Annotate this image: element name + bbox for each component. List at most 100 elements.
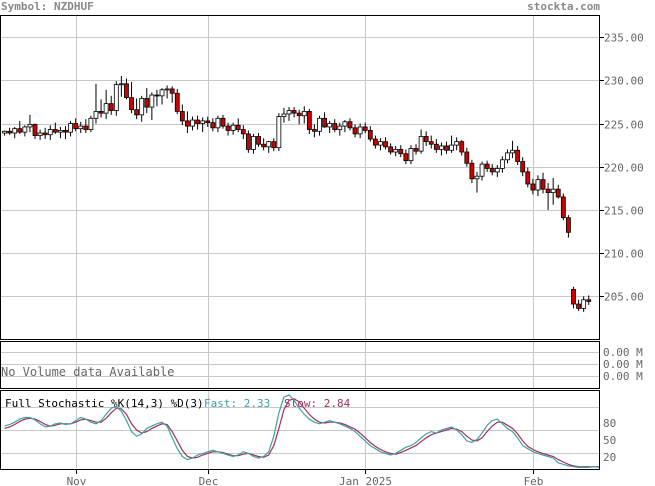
candle [159, 88, 165, 105]
candle [474, 171, 480, 193]
candle [58, 126, 63, 139]
candle [195, 115, 200, 130]
candle-body [378, 141, 383, 146]
candle [98, 99, 104, 118]
candle-body [225, 125, 231, 131]
candle [449, 135, 454, 153]
candle [479, 161, 485, 181]
candle-body [93, 111, 99, 119]
candle-body [347, 121, 353, 129]
candle [27, 114, 33, 133]
candle-body [342, 121, 348, 127]
candle-body [312, 129, 317, 132]
candle [88, 115, 94, 133]
candle [149, 92, 155, 121]
candle [139, 95, 145, 122]
candle [73, 118, 79, 132]
candle-body [291, 110, 297, 114]
candle [32, 123, 38, 140]
candle-body [63, 130, 68, 133]
candle [118, 75, 124, 97]
candle-body [520, 161, 526, 173]
candle [423, 131, 429, 146]
candle-body [205, 120, 211, 124]
candle-body [88, 117, 94, 130]
candle-body [164, 88, 170, 91]
candle [555, 184, 561, 199]
candle [276, 113, 282, 152]
candle-body [418, 136, 424, 152]
candle-body [7, 130, 13, 134]
candle [271, 138, 277, 152]
volume-grid [1, 341, 599, 389]
candle [520, 157, 526, 177]
candle-body [37, 132, 43, 136]
candle [484, 160, 490, 172]
candle [444, 141, 449, 154]
candle [296, 109, 302, 125]
candle-body [235, 124, 241, 130]
candle [261, 138, 267, 151]
candle-body [306, 111, 312, 130]
price-tick-label: 215.00 [604, 205, 644, 218]
candle-body [139, 98, 145, 116]
volume-tick-3: 0.00 M [603, 370, 643, 383]
candle [164, 85, 170, 99]
candle [93, 83, 99, 124]
candle-body [83, 125, 89, 130]
candle-body [179, 111, 185, 122]
candle-body [535, 179, 541, 191]
candle-body [215, 117, 221, 129]
volume-tick-2: 0.00 M [603, 358, 643, 371]
candle [367, 126, 373, 142]
candle [113, 81, 119, 116]
candlestick-series [2, 75, 592, 312]
candle-body [256, 136, 261, 145]
volume-panel-frame [0, 341, 600, 389]
candle-body [560, 196, 566, 219]
candle [230, 122, 236, 135]
candle [245, 130, 251, 153]
candle-body [581, 299, 587, 309]
candle [505, 149, 510, 164]
candle [2, 130, 7, 136]
candle [372, 135, 378, 149]
candle-body [73, 123, 79, 130]
candle-body [68, 123, 73, 133]
candle [545, 183, 551, 210]
candle [428, 135, 434, 149]
candle-body [469, 162, 475, 180]
candle [464, 147, 470, 167]
candle-body [190, 119, 195, 127]
candle [566, 215, 571, 238]
candle [576, 299, 581, 311]
candle-body [332, 123, 338, 130]
candle-body [367, 130, 373, 140]
stoch-tick-50: 50 [603, 434, 616, 447]
candle [352, 124, 358, 138]
candle-body [494, 168, 500, 173]
candle-body [210, 122, 216, 129]
candle-body [251, 136, 256, 150]
candle [225, 122, 231, 136]
candle [489, 164, 495, 176]
candle-body [530, 183, 536, 191]
no-volume-message: No Volume data Available [1, 365, 174, 379]
candle [68, 120, 73, 137]
candle [210, 118, 216, 132]
candle [301, 106, 307, 124]
candle [342, 120, 348, 133]
candle-body [144, 98, 150, 108]
candle-body [286, 110, 292, 115]
candle [200, 117, 206, 133]
candle [286, 107, 292, 121]
candle [129, 82, 134, 114]
candle [220, 114, 226, 129]
stochastic-grid [1, 390, 599, 470]
price-panel-frame [0, 15, 600, 340]
candle [235, 118, 241, 133]
candle [393, 145, 399, 157]
time-tick-label: Dec [199, 475, 219, 486]
candle-body [423, 136, 429, 143]
candle [185, 111, 190, 134]
